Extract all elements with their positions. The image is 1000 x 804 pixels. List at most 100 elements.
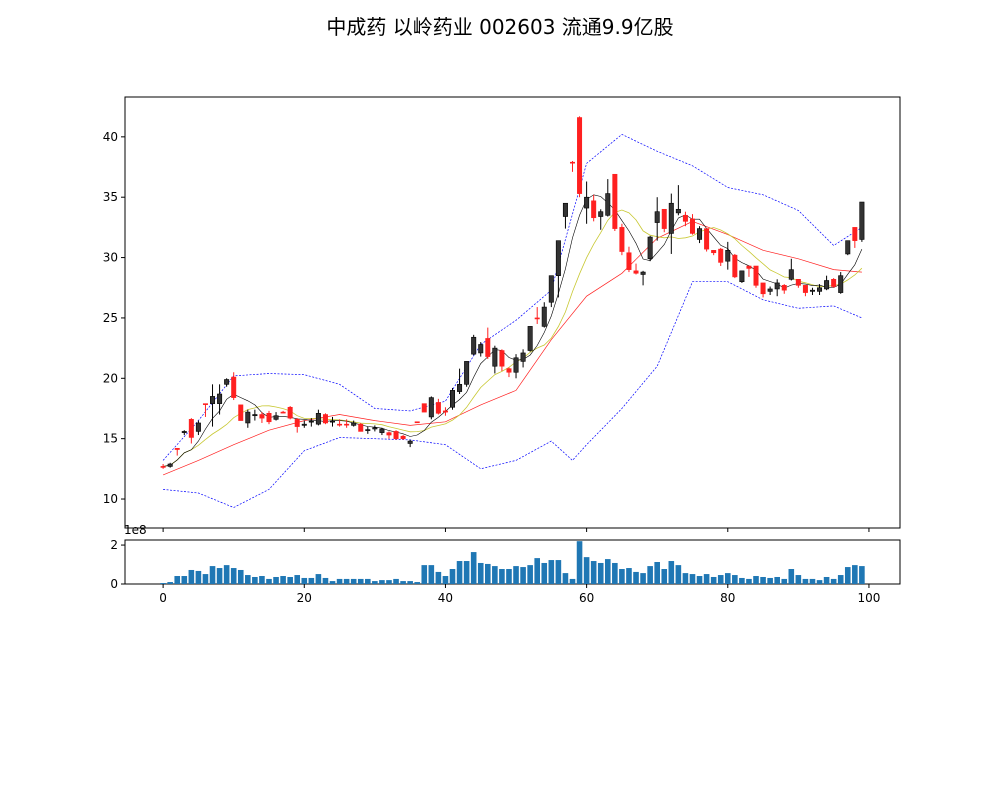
- candle-body: [280, 411, 286, 414]
- candle-body: [351, 422, 357, 426]
- candle-down: [689, 214, 695, 235]
- volume-bar: [484, 563, 491, 584]
- candle-body: [633, 270, 639, 274]
- volume-bar: [230, 568, 237, 584]
- volume-bar: [357, 578, 364, 584]
- candle-body: [718, 248, 724, 263]
- candle-body: [217, 393, 223, 404]
- candle-down: [188, 418, 194, 444]
- volume-bar: [470, 552, 477, 584]
- candle-up: [301, 420, 307, 428]
- volume-bar: [266, 578, 272, 584]
- candle-up: [520, 349, 526, 368]
- candle-up: [372, 425, 378, 432]
- candle-body: [577, 117, 583, 194]
- candle-body: [809, 289, 815, 292]
- candle-body: [584, 196, 590, 209]
- volume-bar: [329, 581, 336, 584]
- volume-bar: [795, 575, 802, 584]
- volume-bar: [273, 576, 279, 584]
- volume-bar: [534, 558, 541, 584]
- candle-body: [231, 376, 237, 398]
- candle-body: [795, 278, 801, 286]
- candle-up: [584, 181, 590, 224]
- volume-bar: [696, 576, 703, 584]
- candle-body: [245, 411, 251, 424]
- volume-bar: [548, 560, 555, 584]
- candle-down: [386, 431, 392, 439]
- candle-down: [619, 223, 625, 256]
- candle-body: [421, 403, 427, 413]
- candle-up: [809, 287, 815, 295]
- candle-body: [781, 285, 787, 291]
- volume-bar: [724, 573, 731, 584]
- candle-down: [852, 227, 858, 248]
- candle-body: [506, 368, 512, 373]
- candle-down: [633, 263, 639, 275]
- y-tick-label: 20: [103, 371, 118, 385]
- candle-down: [485, 327, 491, 359]
- candle-body: [612, 173, 618, 229]
- volume-bar: [308, 577, 315, 584]
- candle-up: [428, 396, 434, 420]
- volume-bar: [788, 569, 795, 584]
- volume-bar: [343, 578, 350, 584]
- candle-up: [562, 202, 568, 229]
- candle-body: [513, 357, 519, 373]
- volume-bar: [583, 557, 590, 584]
- candle-body: [852, 227, 858, 241]
- candle-body: [626, 252, 632, 270]
- candle-body: [817, 287, 823, 292]
- volume-bar: [245, 575, 251, 584]
- bollinger-upper-line: [162, 133, 863, 461]
- candle-body: [372, 427, 378, 430]
- chart-title: 中成药 以岭药业 002603 流通9.9亿股: [326, 15, 673, 39]
- volume-bar: [753, 576, 759, 584]
- volume-bar: [626, 568, 632, 584]
- volume-bar: [181, 576, 188, 584]
- candle-down: [160, 464, 166, 469]
- volume-bar: [315, 574, 322, 584]
- volume-bar: [477, 562, 484, 584]
- volume-y-tick-label: 0: [110, 577, 118, 591]
- candle-body: [287, 406, 293, 419]
- volume-bar: [513, 566, 519, 584]
- candle-down: [577, 116, 583, 198]
- candle-body: [210, 396, 216, 404]
- candle-up: [167, 462, 173, 468]
- volume-bar: [562, 573, 569, 584]
- candle-body: [767, 288, 773, 292]
- volume-axes: 020 20 40 60 80 100: [110, 538, 901, 605]
- candle-up: [697, 226, 703, 244]
- volume-bar: [844, 567, 851, 584]
- y-tick-label: 25: [103, 311, 118, 325]
- volume-bar: [449, 569, 456, 584]
- candle-up: [379, 427, 385, 436]
- candle-down: [534, 307, 540, 324]
- candle-body: [788, 269, 794, 280]
- volume-offset-label: 1e8: [124, 523, 147, 537]
- candle-body: [831, 278, 837, 287]
- candle-body: [591, 200, 597, 219]
- ma10-line: [163, 209, 863, 467]
- volume-bar: [492, 566, 498, 584]
- candle-up: [654, 197, 660, 241]
- x-tick-label: 20: [297, 591, 312, 605]
- volume-bar: [710, 576, 717, 584]
- candle-down: [442, 407, 448, 416]
- price-axes: 10 15 20 25 30 35 40: [103, 96, 901, 532]
- candle-up: [541, 302, 547, 328]
- candle-body: [174, 448, 180, 450]
- candle-down: [569, 160, 575, 172]
- volume-bar: [852, 565, 858, 584]
- volume-bar: [830, 578, 837, 584]
- volume-bar: [237, 569, 244, 584]
- candle-down: [626, 246, 632, 273]
- volume-bar: [428, 565, 435, 584]
- y-tick-label: 35: [103, 190, 118, 204]
- candle-up: [774, 279, 780, 297]
- candle-up: [548, 275, 554, 308]
- candle-up: [640, 270, 646, 286]
- candle-body: [344, 423, 350, 426]
- volume-bar: [781, 578, 788, 584]
